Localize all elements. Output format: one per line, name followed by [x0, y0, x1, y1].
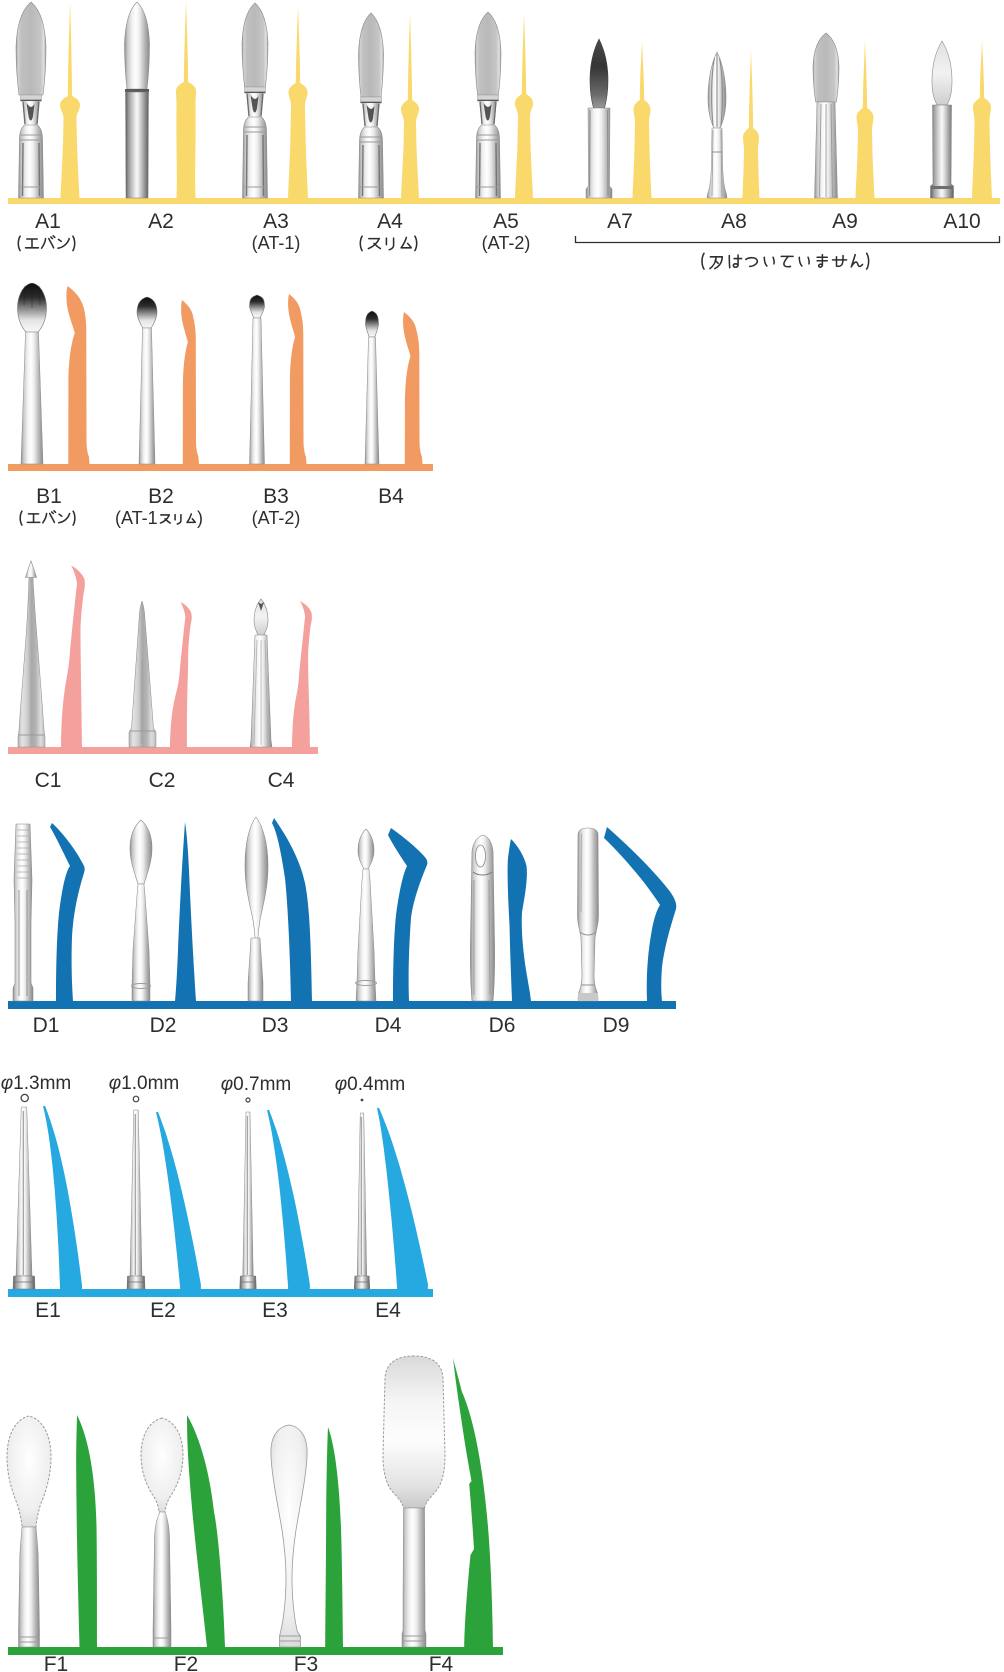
svg-text:F1: F1 [44, 1653, 69, 1672]
svg-text:φ0.4mm: φ0.4mm [335, 1074, 405, 1095]
svg-text:A9: A9 [832, 210, 858, 233]
svg-text:D9: D9 [603, 1014, 630, 1037]
svg-text:φ1.3mm: φ1.3mm [1, 1073, 71, 1094]
svg-text:A7: A7 [607, 210, 633, 233]
svg-text:(AT-2): (AT-2) [482, 233, 531, 253]
svg-text:(AT-2): (AT-2) [252, 508, 301, 528]
svg-text:): ) [197, 508, 203, 528]
svg-text:E1: E1 [35, 1299, 61, 1322]
svg-text:A2: A2 [148, 210, 174, 233]
svg-text:C2: C2 [149, 769, 176, 792]
svg-text:(AT-1): (AT-1) [252, 233, 301, 253]
svg-text:φ1.0mm: φ1.0mm [109, 1073, 179, 1094]
svg-text:D3: D3 [262, 1014, 289, 1037]
svg-text:A3: A3 [263, 210, 289, 233]
svg-text:B1: B1 [36, 485, 62, 508]
svg-text:E4: E4 [375, 1299, 401, 1322]
svg-text:C4: C4 [268, 769, 295, 792]
svg-text:B3: B3 [263, 485, 289, 508]
svg-text:(AT-1: (AT-1 [115, 508, 158, 528]
svg-text:A4: A4 [377, 210, 403, 233]
svg-text:E3: E3 [262, 1299, 288, 1322]
svg-text:A1: A1 [35, 210, 61, 233]
svg-text:D1: D1 [33, 1014, 60, 1037]
svg-text:B4: B4 [378, 485, 404, 508]
svg-text:A8: A8 [721, 210, 747, 233]
svg-text:A5: A5 [493, 210, 519, 233]
svg-text:D6: D6 [489, 1014, 516, 1037]
svg-text:E2: E2 [150, 1299, 176, 1322]
svg-text:A10: A10 [943, 210, 980, 233]
svg-text:D2: D2 [150, 1014, 177, 1037]
svg-text:F3: F3 [294, 1653, 319, 1672]
svg-text:F4: F4 [429, 1653, 454, 1672]
svg-text:φ0.7mm: φ0.7mm [221, 1074, 291, 1095]
svg-text:C1: C1 [35, 769, 62, 792]
svg-text:F2: F2 [174, 1653, 199, 1672]
svg-text:B2: B2 [148, 485, 174, 508]
svg-text:D4: D4 [375, 1014, 402, 1037]
